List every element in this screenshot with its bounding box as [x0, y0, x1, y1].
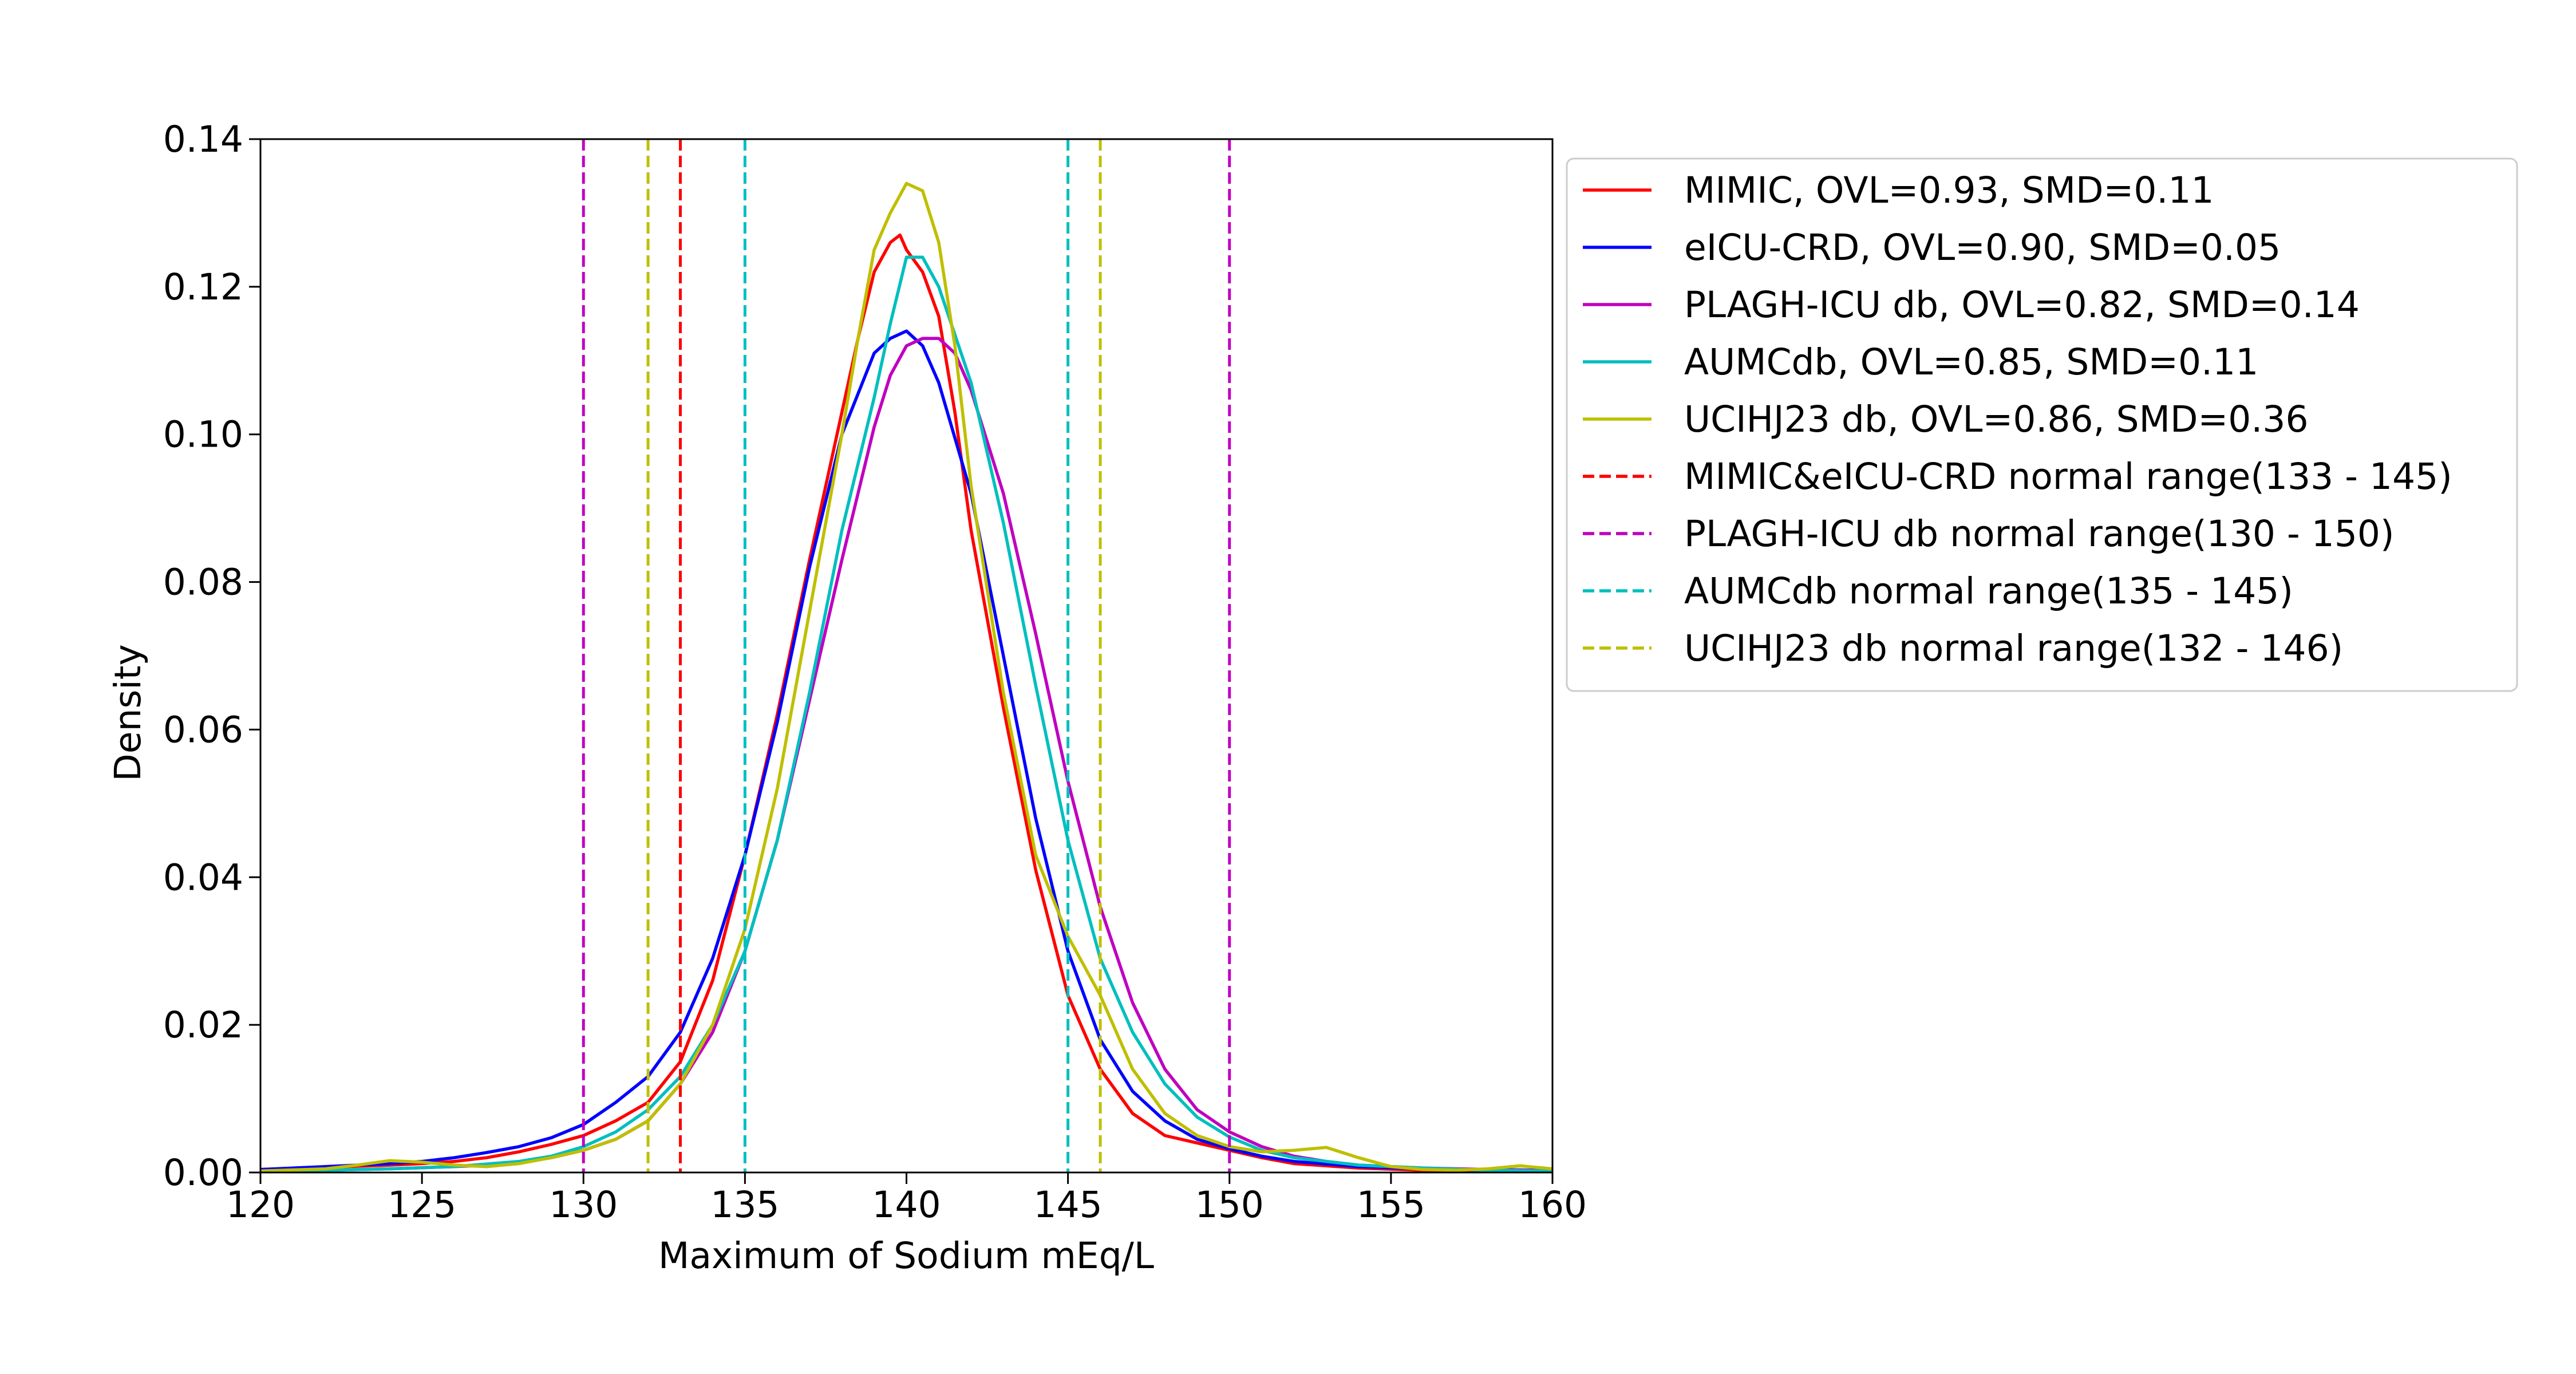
axes: 120 125 130 135 140 145 150 155 160 0.00 0.02 0.04 0…: [163, 119, 1587, 1226]
y-tick-label: 0.08: [163, 562, 243, 603]
legend-label: UCIHJ23 db normal range(132 - 146): [1684, 627, 2343, 669]
y-tick-label: 0.02: [163, 1004, 243, 1046]
legend-label: AUMCdb, OVL=0.85, SMD=0.11: [1684, 341, 2258, 383]
series-line-1: [260, 233, 1552, 1172]
legend: MIMIC, OVL=0.93, SMD=0.11 eICU-CRD, OVL=0…: [1566, 157, 2518, 692]
x-tick-label: 135: [710, 1184, 779, 1226]
plot-clip-group: [260, 139, 1552, 1172]
plot-area: [260, 139, 1552, 1172]
legend-label: AUMCdb normal range(135 - 145): [1684, 570, 2293, 612]
y-axis-label: Density: [107, 644, 149, 781]
x-tick-label: 155: [1357, 1184, 1425, 1226]
legend-label: eICU-CRD, OVL=0.90, SMD=0.05: [1684, 227, 2281, 269]
y-tick-label: 0.00: [163, 1152, 243, 1194]
x-tick-label: 160: [1518, 1184, 1587, 1226]
x-tick-label: 150: [1195, 1184, 1264, 1226]
legend-label: PLAGH-ICU db normal range(130 - 150): [1684, 513, 2395, 555]
legend-label: UCIHJ23 db, OVL=0.86, SMD=0.36: [1684, 398, 2309, 440]
legend-label: MIMIC, OVL=0.93, SMD=0.11: [1684, 169, 2214, 211]
x-tick-label: 140: [872, 1184, 941, 1226]
x-tick-label: 145: [1034, 1184, 1103, 1226]
y-tick-label: 0.04: [163, 856, 243, 898]
x-axis-label: Maximum of Sodium mEq/L: [658, 1235, 1154, 1277]
y-tick-label: 0.12: [163, 266, 243, 308]
x-tick-label: 125: [388, 1184, 456, 1226]
y-tick-label: 0.14: [163, 119, 243, 160]
x-tick-label: 120: [226, 1184, 295, 1226]
series-line-5: [260, 181, 1552, 1172]
series-line-4: [260, 255, 1552, 1172]
series-line-2: [260, 329, 1552, 1172]
y-tick-label: 0.06: [163, 709, 243, 751]
legend-box: [1566, 157, 2518, 692]
legend-label: PLAGH-ICU db, OVL=0.82, SMD=0.14: [1684, 284, 2360, 326]
x-tick-label: 130: [549, 1184, 618, 1226]
legend-label: MIMIC&eICU-CRD normal range(133 - 145): [1684, 456, 2452, 498]
y-tick-label: 0.10: [163, 414, 243, 456]
